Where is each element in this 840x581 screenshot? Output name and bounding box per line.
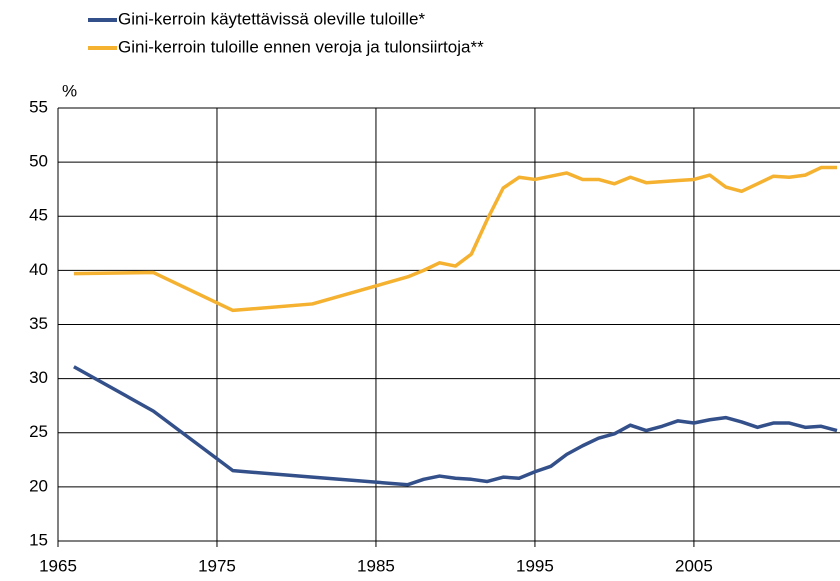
x-tick-label: 1975: [198, 556, 236, 575]
y-tick-label: 55: [29, 97, 48, 116]
legend-label: Gini-kerroin tuloille ennen veroja ja tu…: [118, 37, 484, 56]
y-axis-label: %: [62, 81, 77, 100]
x-tick-label: 1995: [516, 556, 554, 575]
y-tick-label: 20: [29, 476, 48, 495]
series-line: [73, 365, 838, 487]
y-tick-label: 50: [29, 152, 48, 171]
y-tick-label: 25: [29, 422, 48, 441]
x-tick-label: 1965: [39, 556, 77, 575]
y-tick-label: 30: [29, 368, 48, 387]
legend-label: Gini-kerroin käytettävissä oleville tulo…: [118, 9, 425, 28]
series-line: [73, 165, 837, 313]
y-tick-label: 40: [29, 260, 48, 279]
x-tick-label: 2005: [675, 556, 713, 575]
y-tick-label: 15: [29, 530, 48, 549]
y-tick-label: 35: [29, 314, 48, 333]
y-tick-label: 45: [29, 206, 48, 225]
x-tick-label: 1985: [357, 556, 395, 575]
